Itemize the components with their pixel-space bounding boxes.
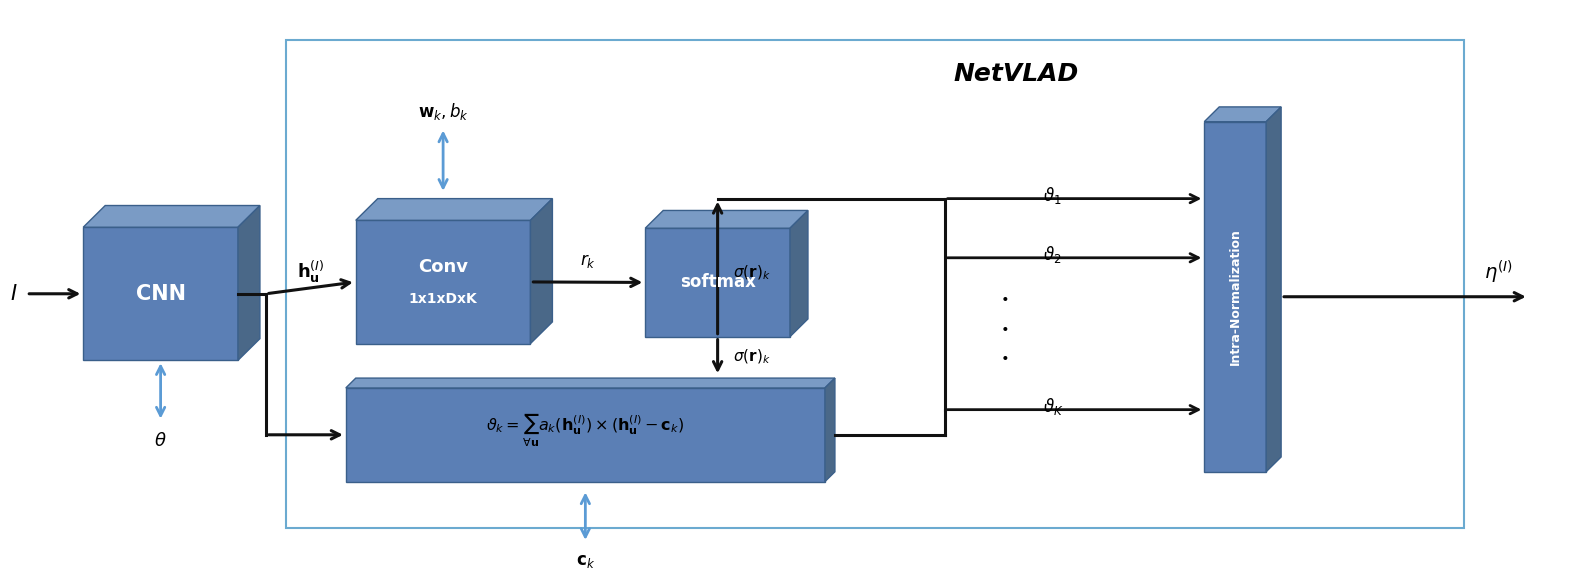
Polygon shape <box>83 205 259 227</box>
Text: $\mathbf{h}_\mathbf{u}^{(I)}$: $\mathbf{h}_\mathbf{u}^{(I)}$ <box>297 259 324 285</box>
Text: softmax: softmax <box>679 273 756 292</box>
Text: Intra-Normalization: Intra-Normalization <box>1229 228 1242 365</box>
Text: $\bullet$: $\bullet$ <box>1000 320 1009 334</box>
Polygon shape <box>346 388 825 482</box>
Polygon shape <box>645 210 808 228</box>
Polygon shape <box>1265 107 1281 472</box>
Text: $I$: $I$ <box>9 284 17 304</box>
Text: $\theta$: $\theta$ <box>154 432 167 450</box>
Polygon shape <box>530 198 552 344</box>
Polygon shape <box>791 210 808 337</box>
Polygon shape <box>355 198 552 220</box>
Text: $\vartheta_K$: $\vartheta_K$ <box>1044 396 1064 417</box>
Text: $\vartheta_2$: $\vartheta_2$ <box>1044 244 1063 265</box>
Polygon shape <box>645 228 791 337</box>
Text: $\sigma(\mathbf{r})_k$: $\sigma(\mathbf{r})_k$ <box>733 347 770 366</box>
Polygon shape <box>825 378 835 482</box>
Text: 1x1xDxK: 1x1xDxK <box>409 292 478 305</box>
Text: Conv: Conv <box>418 258 468 276</box>
Text: $\mathbf{w}_k, b_k$: $\mathbf{w}_k, b_k$ <box>418 101 468 122</box>
Polygon shape <box>237 205 259 360</box>
Text: $\bullet$: $\bullet$ <box>1000 290 1009 304</box>
Polygon shape <box>1204 107 1281 122</box>
Text: $\eta^{(I)}$: $\eta^{(I)}$ <box>1484 259 1514 285</box>
Text: $\bullet$: $\bullet$ <box>1000 349 1009 363</box>
Text: NetVLAD: NetVLAD <box>954 62 1078 86</box>
Polygon shape <box>1204 122 1265 472</box>
Polygon shape <box>355 220 530 344</box>
Text: $\vartheta_1$: $\vartheta_1$ <box>1044 185 1063 206</box>
Text: CNN: CNN <box>135 284 185 304</box>
Text: $\mathbf{c}_k$: $\mathbf{c}_k$ <box>575 551 594 570</box>
Polygon shape <box>346 378 835 388</box>
Polygon shape <box>83 227 237 360</box>
Text: $\sigma(\mathbf{r})_k$: $\sigma(\mathbf{r})_k$ <box>733 263 770 282</box>
Text: $\vartheta_k = \sum_{\forall \mathbf{u}} a_k(\mathbf{h}_\mathbf{u}^{(I)}) \times: $\vartheta_k = \sum_{\forall \mathbf{u}}… <box>486 411 684 448</box>
Text: $r_k$: $r_k$ <box>580 252 596 270</box>
